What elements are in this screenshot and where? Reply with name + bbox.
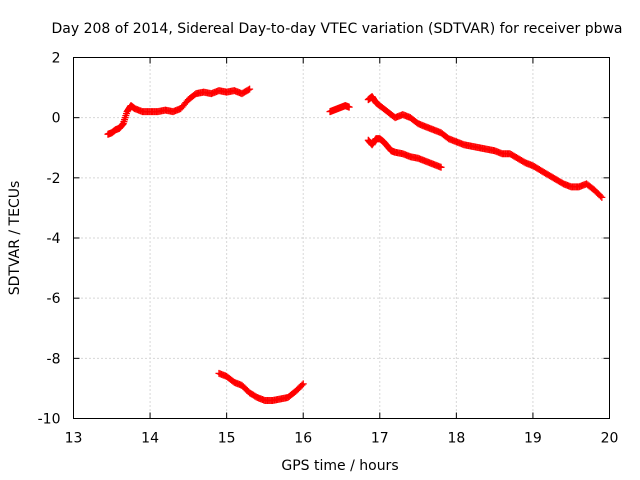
y-tick-label: -10	[38, 412, 61, 428]
x-tick-label: 19	[524, 431, 542, 447]
data-point	[437, 163, 445, 171]
y-tick-label: -8	[47, 351, 61, 367]
data-point	[244, 86, 252, 94]
data-point	[299, 380, 307, 388]
data-point	[345, 103, 353, 111]
data-point	[246, 85, 254, 93]
data-point	[298, 381, 306, 389]
x-tick-label: 18	[447, 431, 465, 447]
series-arc2	[215, 369, 307, 404]
tick-layer: 13 14 15 16 17 18 19 20 -10 -8 -6 -4 -2 0 2	[38, 51, 619, 447]
series-arc3	[326, 102, 353, 116]
y-tick-label: 2	[52, 51, 61, 67]
data-point	[598, 193, 606, 201]
chart-title: Day 208 of 2014, Sidereal Day-to-day VTE…	[51, 21, 622, 37]
y-tick-label: -2	[47, 171, 61, 187]
x-tick-label: 14	[141, 431, 159, 447]
x-tick-label: 15	[218, 431, 236, 447]
x-tick-label: 17	[371, 431, 389, 447]
y-tick-label: -6	[47, 291, 61, 307]
grid-layer	[73, 57, 610, 419]
series-arc1	[104, 85, 254, 138]
y-tick-label: -4	[47, 231, 61, 247]
x-axis-label: GPS time / hours	[281, 458, 398, 474]
x-tick-label: 16	[294, 431, 312, 447]
series-arc5	[364, 135, 445, 171]
series-arc4	[364, 93, 606, 201]
points-layer	[104, 85, 606, 404]
y-axis-label: SDTVAR / TECUs	[7, 181, 23, 296]
x-tick-label: 20	[601, 431, 619, 447]
x-tick-label: 13	[65, 431, 83, 447]
data-point	[597, 192, 605, 200]
plot-frame	[73, 57, 610, 419]
y-tick-label: 0	[52, 111, 61, 127]
